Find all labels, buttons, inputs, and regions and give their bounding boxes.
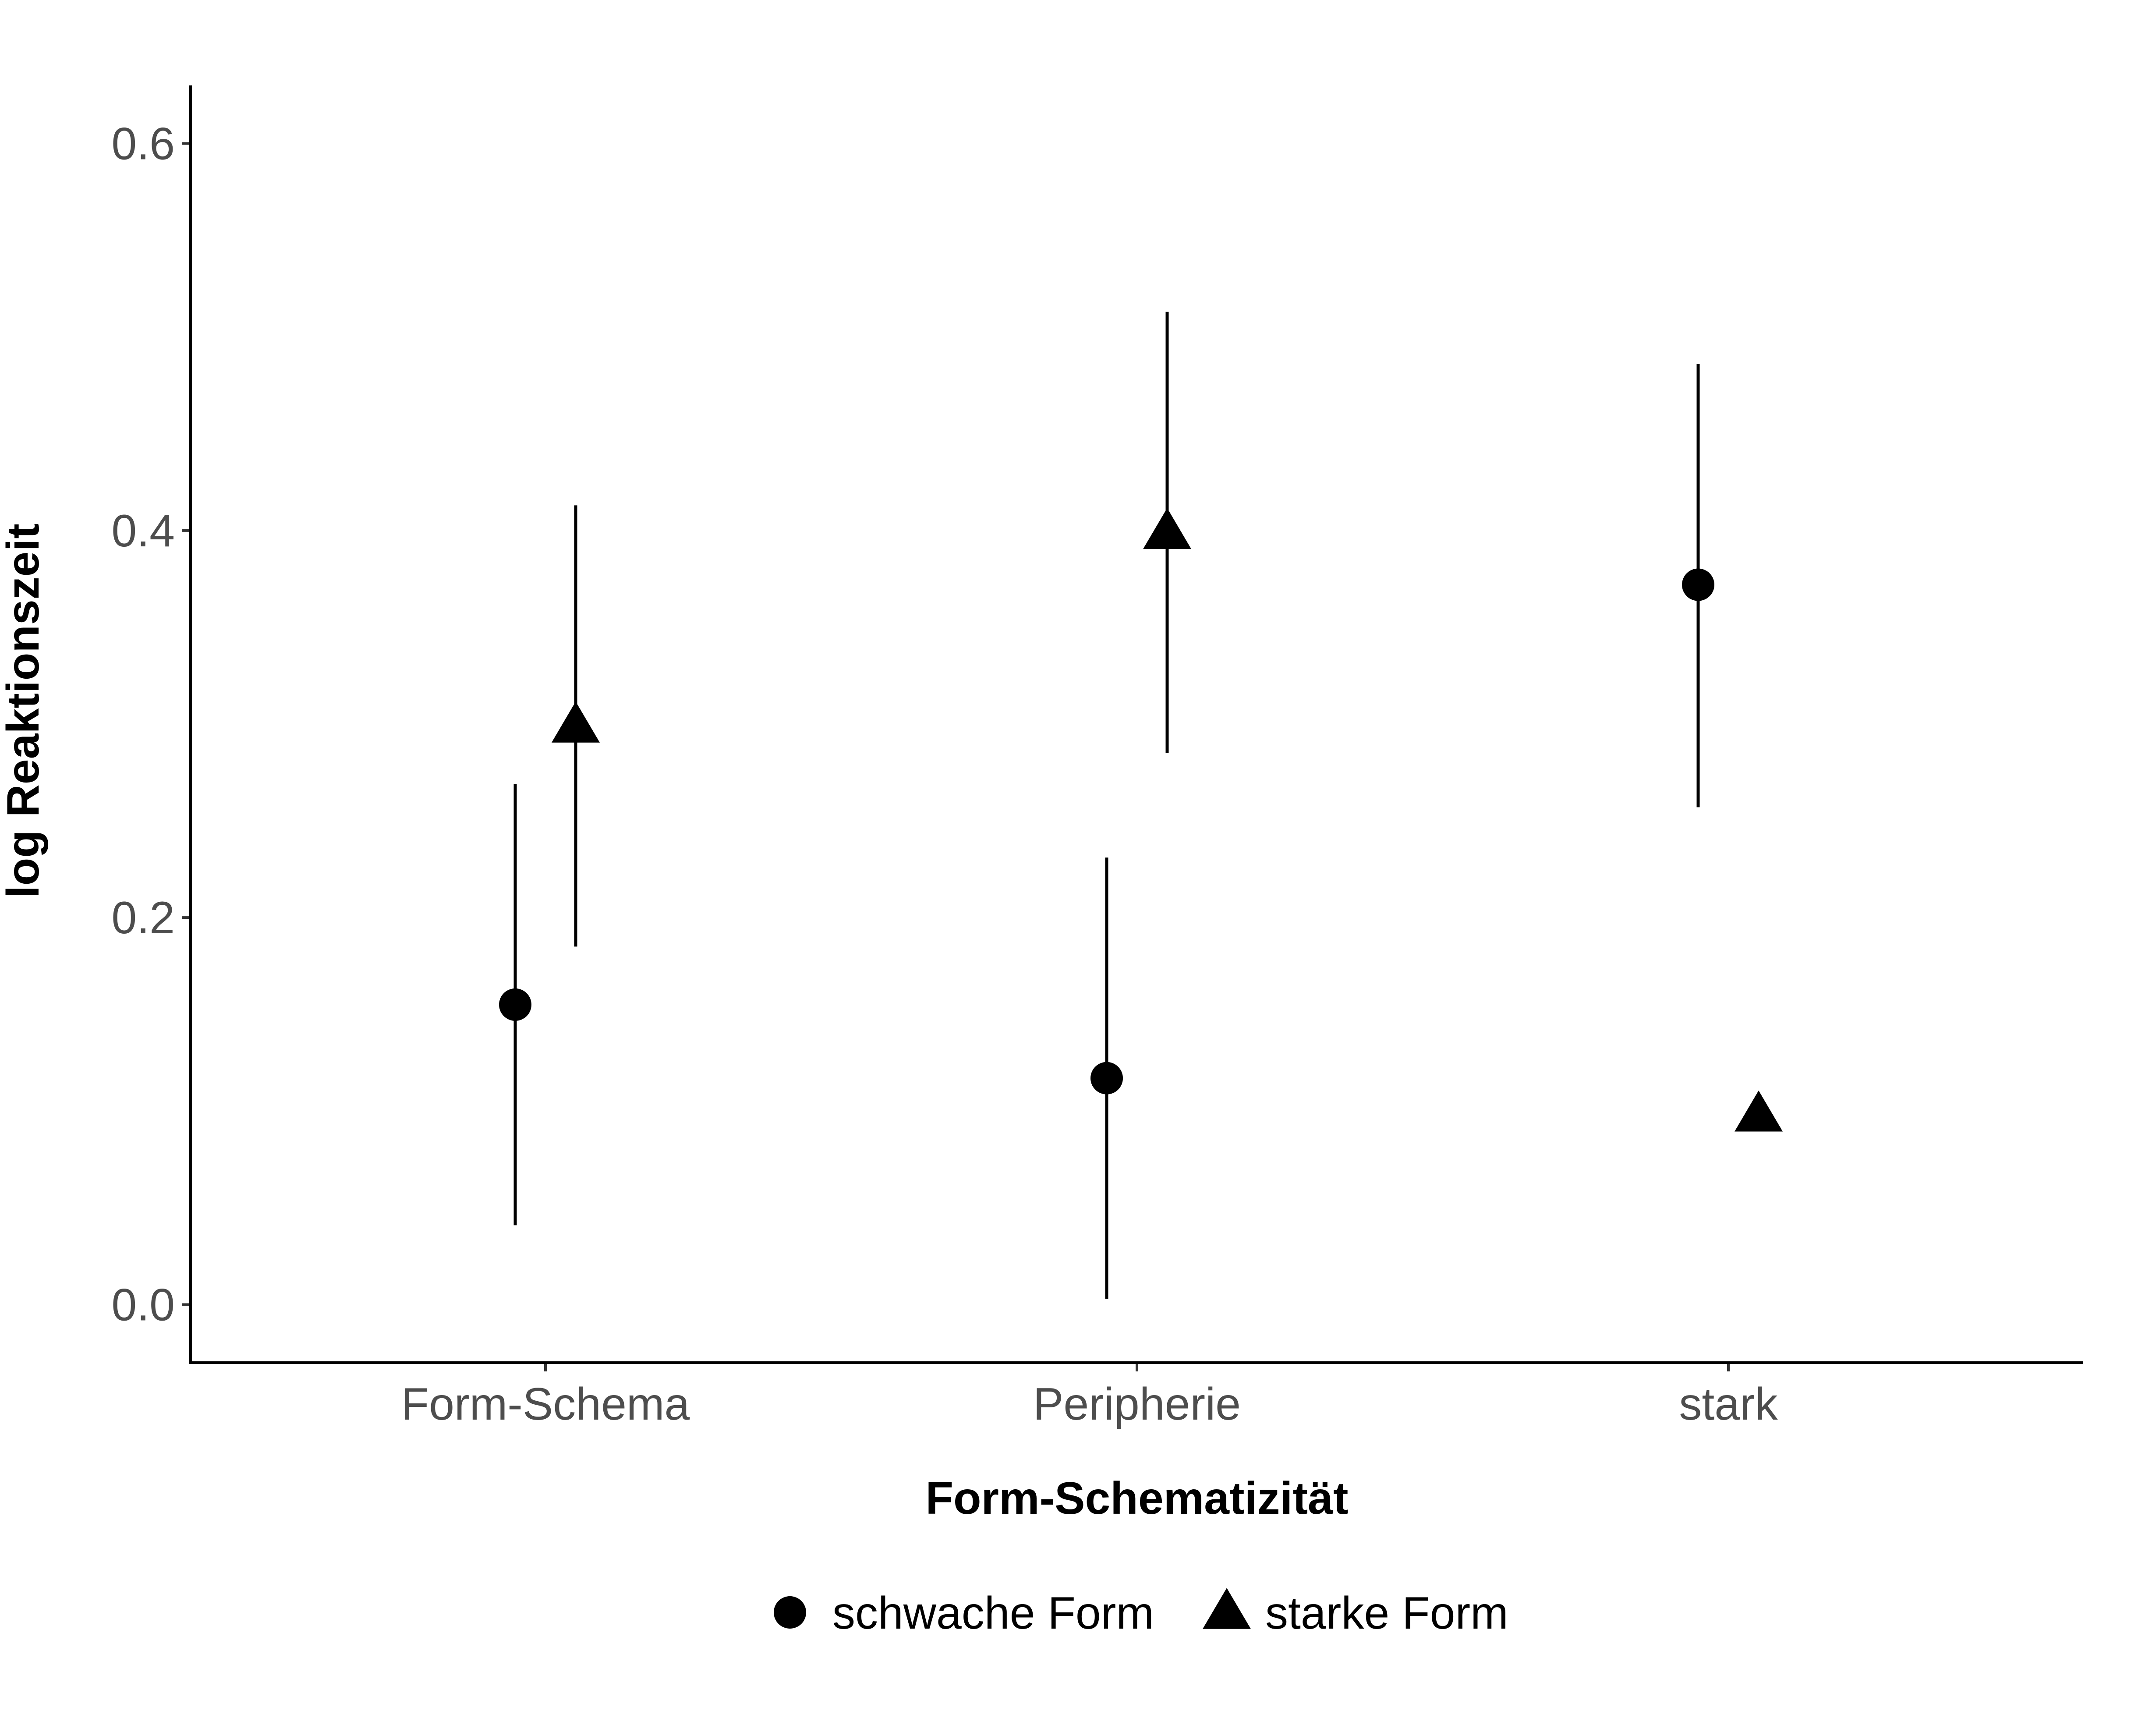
x-tick-label: Form-Schema (401, 1379, 690, 1430)
legend-label: schwache Form (832, 1588, 1154, 1639)
legend-key-triangle (1203, 1588, 1251, 1629)
x-tick-label: Peripherie (1033, 1379, 1241, 1430)
data-point-circle (499, 988, 531, 1021)
x-tick-label: stark (1679, 1379, 1778, 1430)
data-point-triangle (1143, 508, 1191, 549)
data-marks (499, 312, 1783, 1299)
data-point-triangle (1735, 1090, 1783, 1132)
y-tick-label: 0.4 (111, 506, 175, 556)
y-axis-title: log Reaktionszeit (0, 524, 49, 898)
y-tick-label: 0.6 (111, 119, 175, 170)
y-tick-label: 0.2 (111, 893, 175, 943)
data-point-circle (1090, 1062, 1123, 1095)
x-axis-ticks: Form-Schema Peripherie stark (401, 1363, 1778, 1430)
legend-key-circle (774, 1596, 806, 1629)
data-point-triangle (552, 701, 600, 743)
legend: schwache Form starke Form (774, 1588, 1508, 1639)
y-axis-ticks: 0.0 0.2 0.4 0.6 (111, 119, 191, 1331)
data-point-circle (1682, 568, 1714, 601)
x-axis-title: Form-Schematizität (925, 1473, 1348, 1524)
legend-label: starke Form (1265, 1588, 1508, 1639)
y-tick-label: 0.0 (111, 1280, 175, 1331)
